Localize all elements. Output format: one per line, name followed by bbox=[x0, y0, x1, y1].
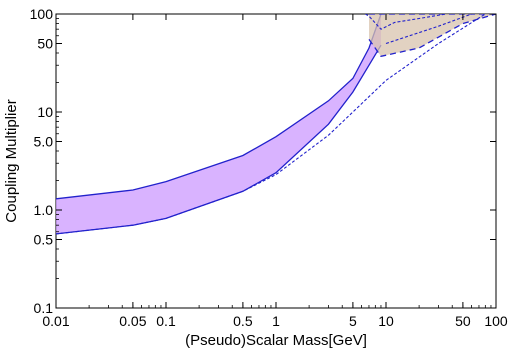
y-tick-label-1: 0.5 bbox=[34, 232, 54, 248]
x-axis-title: (Pseudo)Scalar Mass[GeV] bbox=[185, 332, 367, 349]
band-1-lower-edge bbox=[368, 14, 496, 58]
y-tick-label-0: 0.1 bbox=[34, 300, 54, 316]
curve-4 bbox=[365, 14, 446, 30]
y-axis-title: Coupling Multiplier bbox=[3, 99, 20, 222]
x-tick-label-5: 5 bbox=[349, 313, 357, 329]
band-0-fill bbox=[56, 14, 381, 234]
x-tick-label-7: 50 bbox=[455, 313, 471, 329]
tick-layer: 0.01 0.05 0.1 0.5 1 5 10 50 100 0.1 0.5 1.0 5.0 10 50 1… bbox=[30, 6, 508, 329]
curve-2 bbox=[56, 14, 486, 235]
curve-3 bbox=[385, 14, 472, 45]
y-tick-label-4: 10 bbox=[37, 104, 53, 120]
y-tick-label-2: 1.0 bbox=[34, 202, 54, 218]
y-tick-label-6: 100 bbox=[30, 6, 54, 22]
x-tick-label-3: 0.5 bbox=[233, 313, 253, 329]
x-tick-label-6: 10 bbox=[378, 313, 394, 329]
band-1-fill bbox=[369, 14, 496, 57]
band-0-upper-edge bbox=[56, 14, 382, 200]
x-tick-label-8: 100 bbox=[484, 313, 508, 329]
x-tick-label-2: 0.1 bbox=[156, 313, 176, 329]
band-0-lower-edge bbox=[56, 44, 382, 235]
x-tick-label-0: 0.01 bbox=[42, 313, 69, 329]
y-tick-label-3: 5.0 bbox=[34, 134, 54, 150]
x-tick-label-1: 0.05 bbox=[119, 313, 146, 329]
y-tick-label-5: 50 bbox=[37, 36, 53, 52]
x-tick-label-4: 1 bbox=[272, 313, 280, 329]
series-layer bbox=[56, 14, 496, 235]
